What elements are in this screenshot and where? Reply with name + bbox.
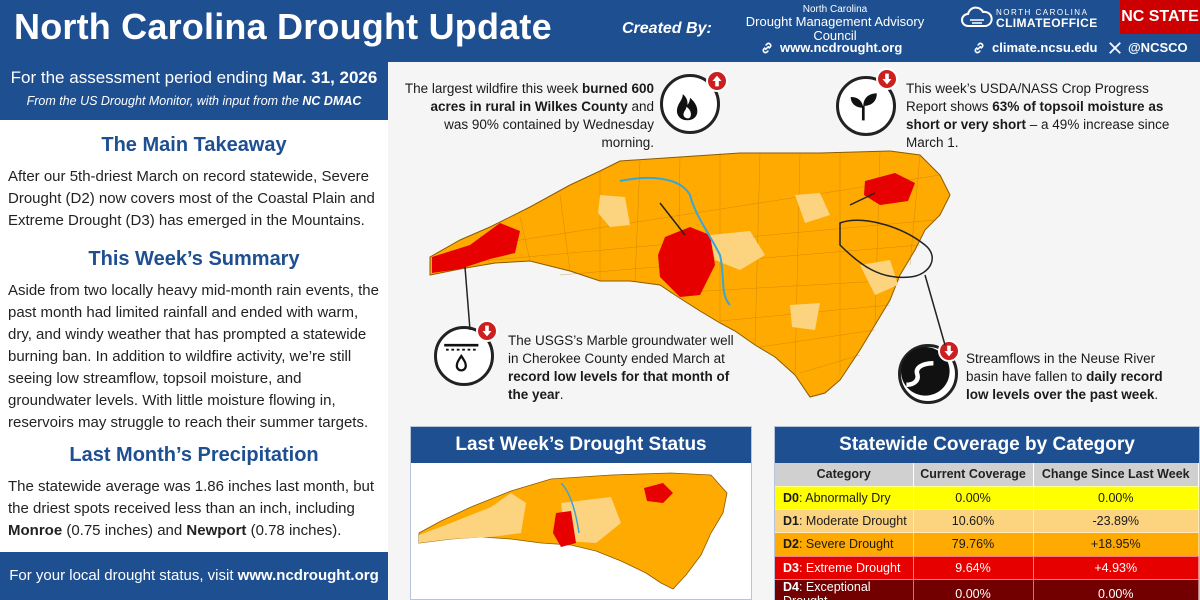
category-cell: D4: Exceptional Drought [775, 579, 914, 600]
d1-area-northwest [598, 195, 630, 227]
link-icon [974, 42, 984, 53]
dmac-link[interactable]: www.ncdrought.org [760, 40, 902, 55]
last-week-title: Last Week’s Drought Status [411, 427, 751, 463]
footer-banner: For your local drought status, visit www… [0, 552, 388, 600]
period-line: For the assessment period ending Mar. 31… [10, 68, 378, 87]
dmac-url[interactable]: www.ncdrought.org [780, 40, 903, 55]
d1-area-piedmont-small [561, 497, 621, 543]
groundwater-callout: The USGS’s Marble groundwater well in Ch… [508, 333, 734, 402]
footer-url[interactable]: www.ncdrought.org [237, 567, 379, 584]
d3-area-piedmont [658, 227, 715, 297]
d1-area-piedmont [710, 231, 765, 270]
climate-url[interactable]: climate.ncsu.edu [992, 40, 1098, 55]
header-banner: North Carolina Drought Update Created By… [0, 0, 1200, 62]
precip-body: The statewide average was 1.86 inches la… [8, 478, 375, 539]
d3-area-northeast [864, 173, 915, 205]
period-date: Mar. 31, 2026 [272, 68, 378, 87]
link-icon [762, 42, 772, 53]
precip-title: Last Month’s Precipitation [69, 444, 319, 466]
down-arrow-icon [476, 320, 498, 342]
current-coverage-cell: 10.60% [913, 508, 1034, 533]
cloud-icon [961, 6, 993, 27]
summary-title: This Week’s Summary [88, 248, 300, 270]
d1-area-south [790, 303, 820, 330]
source-dmac: NC DMAC [302, 94, 362, 108]
coverage-row-d4: D4: Exceptional Drought0.00%0.00% [775, 579, 1199, 600]
left-panel: The Main Takeaway After our 5th-driest M… [0, 120, 388, 552]
category-cell: D2: Severe Drought [775, 532, 914, 557]
streamflow-pointer [924, 274, 946, 346]
precip-place-newport: Newport [186, 522, 247, 539]
coverage-row-d1: D1: Moderate Drought 10.60% -23.89% [775, 508, 1199, 533]
coverage-title: Statewide Coverage by Category [775, 427, 1199, 463]
d1-area-central [795, 193, 830, 223]
dmac-logo: North Carolina Drought Management Adviso… [740, 4, 930, 44]
up-arrow-icon [706, 70, 728, 92]
groundwater-pointer [464, 266, 471, 331]
change-cell: +4.93% [1033, 555, 1199, 580]
takeaway-body: After our 5th-driest March on record sta… [8, 168, 375, 229]
assessment-period: For the assessment period ending Mar. 31… [0, 62, 388, 120]
d3-area-northeast-small [644, 483, 673, 503]
current-coverage-cell: 79.76% [913, 532, 1034, 557]
last-week-drought-map [418, 472, 728, 590]
yadkin-river [619, 176, 731, 306]
current-coverage-cell: 9.64% [913, 555, 1034, 580]
precip-place-monroe: Monroe [8, 522, 63, 539]
col-current: Current Coverage [913, 463, 1034, 486]
category-cell: D1: Moderate Drought [775, 508, 914, 533]
takeaway-title: The Main Takeaway [101, 134, 287, 156]
last-week-card: Last Week’s Drought Status [410, 426, 752, 600]
crop-callout: This week’s USDA/NASS Crop Progress Repo… [906, 81, 1170, 150]
x-link[interactable]: @NCSCO [1108, 40, 1188, 55]
climate-office-name: CLIMATEOFFICE [996, 16, 1098, 30]
dmac-state: North Carolina [802, 4, 868, 15]
coverage-card: Statewide Coverage by Category Category … [774, 426, 1200, 600]
coverage-row-d3: D3: Extreme Drought 9.64% +4.93% [775, 555, 1199, 580]
wildfire-pointer [659, 202, 686, 236]
river-small [560, 482, 580, 534]
category-cell: D3: Extreme Drought [775, 555, 914, 580]
x-handle[interactable]: @NCSCO [1128, 40, 1188, 55]
climate-office-logo: NORTH CAROLINA CLIMATEOFFICE [960, 4, 1120, 32]
created-by-label: Created By: [622, 20, 712, 37]
dmac-council-name: Drought Management Advisory Council [745, 14, 925, 44]
coverage-header-row: Category Current Coverage Change Since L… [775, 463, 1199, 486]
coverage-row-d2: D2: Severe Drought 79.76% +18.95% [775, 532, 1199, 557]
col-change: Change Since Last Week [1033, 463, 1199, 486]
page-title: North Carolina Drought Update [14, 6, 552, 47]
summary-body: Aside from two locally heavy mid-month r… [8, 282, 379, 431]
x-logo-icon [1109, 41, 1121, 54]
coverage-table: Category Current Coverage Change Since L… [775, 463, 1199, 600]
col-category: Category [775, 463, 914, 486]
d3-area-mountains [432, 223, 520, 273]
current-coverage-cell: 0.00% [913, 579, 1034, 600]
current-coverage-cell: 0.00% [913, 485, 1034, 510]
climate-office-state: NORTH CAROLINA [996, 8, 1089, 17]
ncstate-logo: NC STATE [1120, 0, 1200, 34]
wildfire-callout: The largest wildfire this week burned 60… [404, 81, 654, 150]
change-cell: 0.00% [1033, 485, 1199, 510]
current-drought-map [429, 150, 951, 398]
category-cell: D0: Abnormally Dry [775, 485, 914, 510]
change-cell: 0.00% [1033, 579, 1199, 600]
down-arrow-icon [876, 68, 898, 90]
streamflow-callout: Streamflows in the Neuse River basin hav… [966, 351, 1163, 402]
neuse-basin-outline [839, 219, 933, 279]
climate-link[interactable]: climate.ncsu.edu [972, 40, 1097, 55]
crop-pointer [849, 192, 876, 206]
source-line: From the US Drought Monitor, with input … [26, 94, 362, 108]
down-arrow-icon [938, 340, 960, 362]
coverage-row-d0: D0: Abnormally Dry 0.00% 0.00% [775, 485, 1199, 510]
change-cell: -23.89% [1033, 508, 1199, 533]
d1-area-west-small [419, 493, 526, 543]
d3-area-piedmont-small [553, 511, 576, 547]
change-cell: +18.95% [1033, 532, 1199, 557]
